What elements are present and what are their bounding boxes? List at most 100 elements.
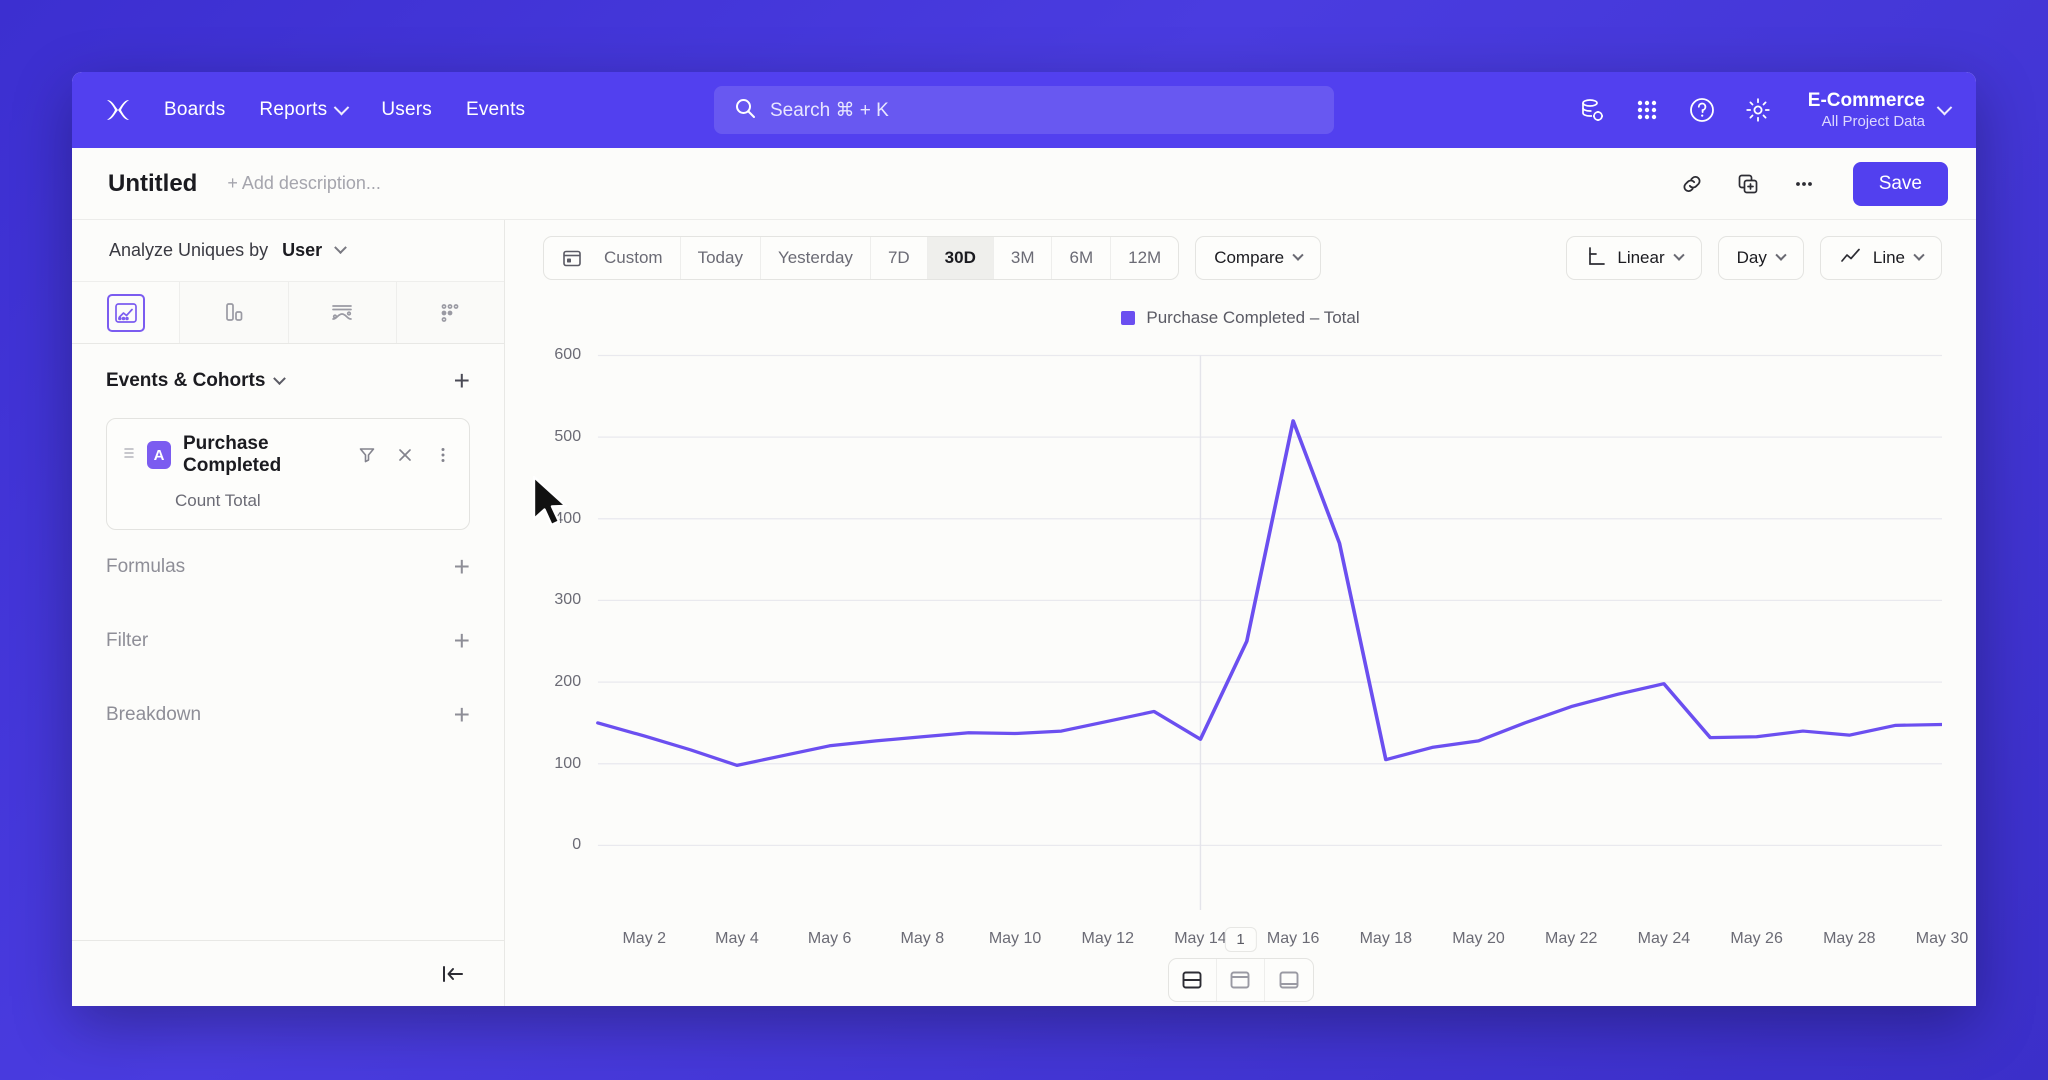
add-event-button[interactable]: +: [453, 365, 470, 396]
chart-style-selector[interactable]: Line: [1819, 236, 1942, 280]
breakdown-label: Breakdown: [106, 704, 202, 725]
main-panel: Custom Today Yesterday 7D 30D 3M 6M 12M …: [505, 220, 1976, 1006]
line-chart-tab[interactable]: [72, 282, 181, 343]
nav-link-events[interactable]: Events: [466, 99, 525, 121]
date-range-12m[interactable]: 12M: [1128, 248, 1162, 267]
events-cohorts-label: Events & Cohorts: [106, 370, 266, 391]
mixpanel-x-logo-icon[interactable]: [98, 90, 138, 130]
chevron-down-icon: [1936, 99, 1953, 115]
filter-label: Filter: [106, 630, 149, 651]
chart-legend: Purchase Completed – Total: [539, 296, 1942, 328]
close-icon[interactable]: [395, 445, 415, 465]
filter-header[interactable]: Filter +: [106, 604, 470, 678]
link-icon[interactable]: [1679, 171, 1705, 197]
project-selector[interactable]: E-Commerce All Project Data: [1807, 89, 1953, 132]
layout-split-toggle[interactable]: [1169, 959, 1217, 1001]
line-chart-icon: [106, 293, 145, 332]
nav-links: Boards Reports Users Events: [164, 99, 525, 121]
calendar-icon[interactable]: [544, 237, 587, 279]
page-title[interactable]: Untitled: [108, 169, 198, 197]
flow-chart-tab[interactable]: [288, 282, 397, 343]
analyze-uniques-selector[interactable]: Analyze Uniques by User: [72, 220, 504, 282]
nav-link-users-label: Users: [381, 99, 432, 120]
settings-gear-icon[interactable]: [1744, 96, 1772, 124]
date-range-today[interactable]: Today: [681, 237, 761, 279]
filter-icon[interactable]: [357, 445, 377, 465]
search-input[interactable]: Search ⌘ + K: [714, 86, 1334, 134]
nav-link-boards[interactable]: Boards: [164, 99, 225, 121]
scale-selector[interactable]: Linear: [1566, 236, 1702, 280]
breakdown-section: Breakdown +: [72, 678, 504, 752]
formulas-section: Formulas +: [72, 530, 504, 604]
chart-page-indicator[interactable]: 1: [1224, 927, 1257, 952]
date-range-selector: Custom Today Yesterday 7D 30D 3M 6M 12M: [543, 236, 1180, 280]
event-letter-badge: A: [147, 441, 171, 469]
line-chart-icon: [1839, 245, 1863, 272]
add-breakdown-button[interactable]: +: [453, 699, 470, 730]
scale-label: Linear: [1617, 248, 1665, 267]
date-range-6m[interactable]: 6M: [1052, 237, 1112, 279]
event-measure-label[interactable]: Count Total: [175, 491, 261, 510]
save-button[interactable]: Save: [1852, 161, 1948, 206]
chevron-down-icon: [1292, 249, 1304, 261]
chevron-down-icon: [1913, 249, 1925, 261]
x-tick-label: May 4: [715, 930, 759, 947]
x-tick-label: May 12: [1081, 930, 1134, 947]
nav-link-users[interactable]: Users: [381, 99, 432, 121]
compare-button[interactable]: Compare: [1195, 236, 1322, 280]
retention-dots-tab[interactable]: [396, 282, 504, 343]
filter-section: Filter +: [72, 604, 504, 678]
bar-chart-tab[interactable]: [180, 282, 289, 343]
flow-chart-icon: [325, 296, 359, 330]
interval-label: Day: [1736, 248, 1767, 267]
nav-link-events-label: Events: [465, 99, 526, 120]
date-range-custom[interactable]: Custom: [587, 237, 681, 279]
nav-link-reports[interactable]: Reports: [259, 99, 350, 121]
x-tick-label: May 6: [807, 930, 852, 947]
compare-label: Compare: [1214, 248, 1285, 267]
x-tick-label: May 14: [1174, 930, 1227, 947]
project-name: E-Commerce: [1807, 89, 1925, 111]
add-filter-button[interactable]: +: [453, 625, 470, 656]
nav-right-actions: E-Commerce All Project Data: [1578, 89, 1953, 132]
apps-grid-icon[interactable]: [1634, 97, 1660, 123]
event-name-label: Purchase Completed: [183, 433, 282, 476]
analyze-prefix-label: Analyze Uniques by: [109, 240, 269, 260]
x-tick-label: May 10: [988, 930, 1042, 947]
formulas-header[interactable]: Formulas +: [106, 530, 470, 604]
x-tick-label: May 22: [1544, 930, 1598, 947]
x-tick-label: May 18: [1359, 930, 1413, 947]
x-tick-label: May 26: [1730, 930, 1783, 947]
help-circle-icon[interactable]: [1688, 96, 1716, 124]
top-navigation-bar: Boards Reports Users Events Search ⌘ + K: [72, 72, 1976, 148]
add-formula-button[interactable]: +: [453, 551, 470, 582]
chart-plot[interactable]: 0 100 200 300 400 500 600 May 2 May 4 May 6 May 8…: [539, 346, 1968, 947]
report-title-bar: Untitled + Add description...: [72, 148, 1976, 220]
line-chart-svg[interactable]: [539, 348, 1944, 920]
chevron-down-icon: [273, 371, 287, 385]
date-range-3m[interactable]: 3M: [994, 237, 1053, 279]
drag-handle-icon[interactable]: [123, 445, 135, 466]
database-gear-icon[interactable]: [1578, 96, 1606, 124]
chevron-down-icon: [1775, 249, 1787, 261]
date-range-7d[interactable]: 7D: [871, 237, 928, 279]
x-tick-label: May 28: [1823, 930, 1876, 947]
collapse-sidebar-icon[interactable]: [440, 963, 466, 985]
formulas-label: Formulas: [106, 556, 186, 577]
date-range-30d[interactable]: 30D: [927, 237, 994, 279]
more-vertical-icon[interactable]: [433, 445, 453, 465]
interval-selector[interactable]: Day: [1717, 236, 1804, 280]
ellipsis-icon[interactable]: [1791, 171, 1817, 197]
layout-top-toggle[interactable]: [1217, 959, 1265, 1001]
breakdown-header[interactable]: Breakdown +: [106, 678, 470, 752]
event-card-purchase-completed[interactable]: A Purchase Completed: [106, 418, 470, 530]
layout-bottom-toggle[interactable]: [1265, 959, 1313, 1001]
duplicate-add-icon[interactable]: [1735, 171, 1761, 197]
legend-label[interactable]: Purchase Completed – Total: [1146, 308, 1360, 327]
events-cohorts-header[interactable]: Events & Cohorts +: [106, 344, 470, 418]
date-range-yesterday[interactable]: Yesterday: [761, 237, 871, 279]
body-split: Analyze Uniques by User: [72, 220, 1976, 1006]
sidebar: Analyze Uniques by User: [72, 220, 505, 1006]
sidebar-footer: [72, 940, 504, 1006]
add-description-field[interactable]: + Add description...: [227, 173, 381, 193]
